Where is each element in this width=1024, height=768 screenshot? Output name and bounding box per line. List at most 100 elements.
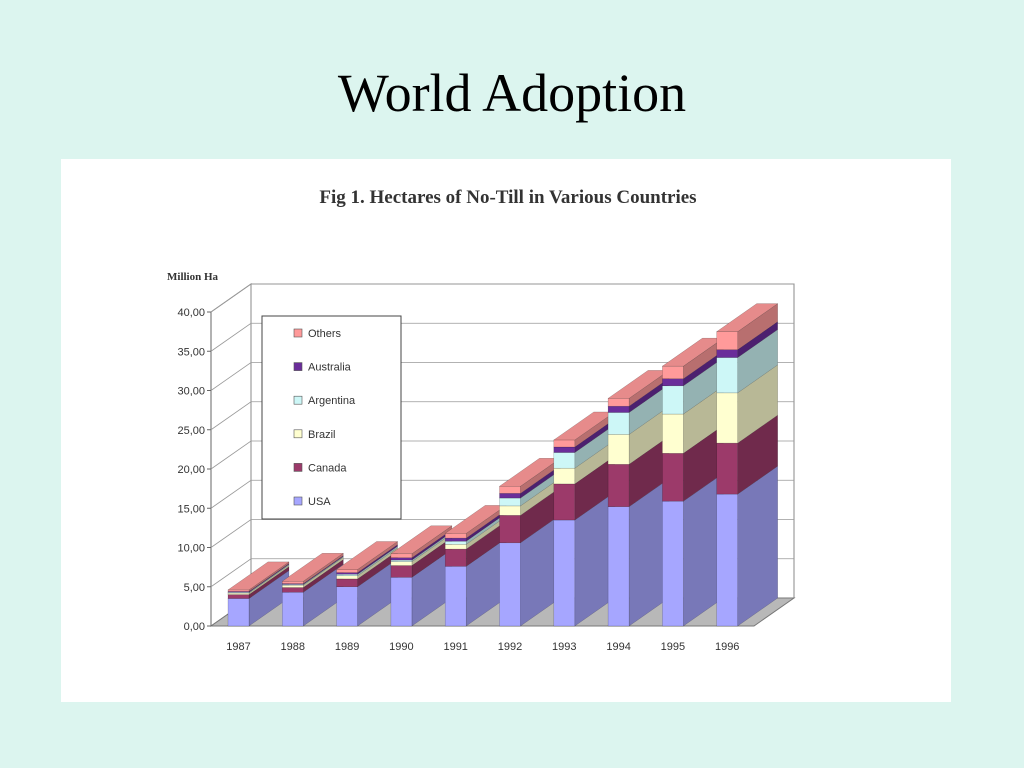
stacked-bar-chart: Fig 1. Hectares of No-Till in Various Co… — [167, 187, 796, 653]
legend-swatch-brazil — [293, 429, 303, 439]
bar-usa-1994 — [607, 506, 630, 627]
bar-brazil-1989 — [336, 575, 358, 580]
bar-brazil-1994 — [607, 434, 630, 465]
bar-argentina-1994 — [607, 412, 630, 435]
bar-canada-1995 — [662, 453, 684, 502]
bar-brazil-1995 — [662, 413, 684, 454]
bar-canada-1987 — [227, 594, 250, 599]
bar-australia-1993 — [553, 446, 576, 453]
x-tick-label: 1994 — [606, 641, 630, 653]
bar-top-1989 — [335, 541, 399, 570]
bar-stack-1996 — [715, 303, 779, 627]
bar-canada-1994 — [607, 464, 630, 507]
bar-stack-1987 — [227, 561, 290, 627]
chart-panel: Fig 1. Hectares of No-Till in Various Co… — [61, 159, 951, 702]
bar-usa-1988 — [282, 591, 304, 627]
bar-others-1990 — [390, 553, 413, 558]
bar-top-1988 — [281, 553, 345, 582]
bar-stack-1988 — [281, 552, 345, 627]
legend-label-canada: Canada — [308, 462, 347, 474]
gridline — [210, 362, 794, 391]
bar-usa-1989 — [336, 586, 358, 627]
bar-australia-1996 — [716, 349, 738, 358]
bar-others-1993 — [553, 439, 576, 448]
bar-others-1988 — [282, 581, 304, 584]
bar-canada-1996 — [716, 442, 738, 495]
gridline — [210, 283, 794, 313]
bar-argentina-1991 — [444, 540, 467, 545]
y-tick-label: 20,00 — [177, 464, 205, 476]
x-tick-label: 1990 — [389, 641, 413, 653]
bar-top-1987 — [227, 561, 290, 591]
x-tick-label: 1991 — [443, 641, 467, 653]
bar-australia-1995 — [662, 378, 684, 387]
bar-canada-1991 — [444, 548, 467, 567]
bar-brazil-1996 — [716, 392, 738, 444]
x-tick-label: 1987 — [226, 641, 250, 653]
legend-swatch-canada — [293, 463, 303, 472]
y-tick-labels: 0,00 5,00 10,00 15,00 20,00 25,00 30,00 35,00 40… — [177, 307, 205, 633]
bar-australia-1991 — [444, 537, 467, 542]
bar-canada-1990 — [390, 565, 413, 578]
x-tick-label: 1988 — [281, 641, 305, 653]
y-tick-label: 40,00 — [177, 307, 205, 319]
bar-stack-1994 — [607, 369, 670, 627]
bar-canada-1992 — [499, 515, 521, 544]
y-axis-label: Million Ha — [167, 271, 219, 283]
bars — [227, 303, 779, 627]
y-tick-label: 15,00 — [177, 503, 205, 515]
legend-box — [261, 315, 402, 520]
bar-usa-1991 — [444, 566, 467, 627]
bar-argentina-1992 — [499, 497, 521, 507]
bar-canada-1993 — [553, 483, 576, 521]
bar-others-1995 — [662, 365, 684, 379]
x-tick-label: 1989 — [335, 641, 359, 653]
legend-label-australia: Australia — [308, 362, 352, 374]
bar-usa-1995 — [662, 500, 684, 627]
bar-stack-1989 — [335, 540, 399, 627]
legend: Others Australia Argentina Brazil Canada USA — [261, 315, 402, 520]
bar-brazil-1990 — [390, 561, 413, 566]
y-tick-label: 25,00 — [177, 425, 205, 437]
x-tick-label: 1995 — [661, 641, 685, 653]
bar-others-1992 — [499, 486, 521, 494]
bar-others-1991 — [444, 533, 467, 539]
bar-top-1996 — [715, 303, 779, 332]
bar-brazil-1991 — [444, 544, 467, 550]
bar-usa-1993 — [553, 519, 576, 627]
bar-argentina-1993 — [553, 452, 576, 469]
bar-others-1994 — [607, 398, 630, 407]
bar-brazil-1992 — [499, 505, 521, 516]
legend-label-argentina: Argentina — [308, 395, 356, 407]
y-tick-label: 30,00 — [177, 386, 205, 398]
chart-title: Fig 1. Hectares of No-Till in Various Co… — [319, 187, 696, 208]
bar-canada-1988 — [282, 587, 304, 593]
bar-usa-1990 — [390, 577, 413, 627]
bar-brazil-1993 — [553, 467, 576, 485]
y-tick-label: 35,00 — [177, 346, 205, 358]
bar-others-1996 — [716, 331, 738, 350]
legend-label-usa: USA — [308, 496, 331, 508]
y-tick-label: 0,00 — [184, 621, 205, 633]
legend-swatch-usa — [293, 496, 303, 506]
bar-australia-1992 — [499, 493, 521, 499]
bar-australia-1990 — [390, 557, 413, 561]
x-tick-labels: 1987 1988 1989 1990 1991 1992 1993 1994 1995 1996 — [226, 641, 739, 653]
slide-title: World Adoption — [337, 63, 687, 123]
gridline — [210, 322, 794, 352]
y-tick-label: 10,00 — [177, 543, 205, 555]
bar-argentina-1996 — [716, 357, 738, 394]
bar-top-1990 — [390, 525, 453, 555]
x-tick-label: 1992 — [498, 641, 522, 653]
bar-argentina-1995 — [662, 385, 684, 415]
legend-swatch-australia — [293, 362, 303, 371]
bar-canada-1989 — [336, 578, 358, 587]
bar-usa-1987 — [227, 598, 250, 627]
bar-stack-1992 — [498, 457, 562, 627]
bar-usa-1996 — [716, 493, 738, 627]
legend-swatch-others — [293, 328, 303, 338]
bar-stack-1995 — [661, 337, 725, 627]
legend-swatch-argentina — [293, 395, 303, 405]
y-tick-label: 5,00 — [184, 582, 205, 594]
legend-label-brazil: Brazil — [308, 429, 336, 441]
